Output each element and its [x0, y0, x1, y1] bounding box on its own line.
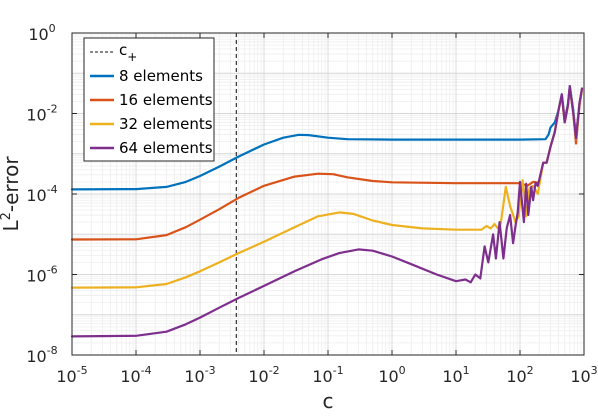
x-tick-label: 100	[378, 364, 405, 386]
x-tick-label-exponent: 0	[399, 364, 406, 377]
x-tick-label: 10-1	[312, 364, 343, 386]
y-tick-label-exponent: -6	[47, 264, 58, 277]
y-tick-label: 100	[28, 22, 55, 44]
legend-label-c-plus-base: c	[119, 41, 127, 59]
x-tick-label-base: 10	[378, 367, 398, 386]
y-tick-label-exponent: -2	[47, 103, 58, 116]
y-tick-label: 10-8	[26, 344, 57, 366]
x-tick-label: 10-2	[248, 364, 279, 386]
y-tick-label-exponent: -8	[47, 344, 58, 357]
y-tick-label: 10-2	[26, 103, 57, 125]
x-tick-label: 102	[506, 364, 533, 386]
series-line-4	[70, 85, 584, 338]
x-tick-label: 101	[442, 364, 469, 386]
y-tick-label: 10-6	[26, 264, 57, 286]
x-tick-label-base: 10	[570, 367, 590, 386]
x-tick-label: 103	[570, 364, 597, 386]
x-tick-label-base: 10	[442, 367, 462, 386]
legend-label-2: 16 elements	[119, 91, 213, 109]
legend-label-4: 64 elements	[119, 139, 213, 157]
y-tick-label-base: 10	[26, 186, 46, 205]
y-tick-label-base: 10	[26, 106, 46, 125]
y-axis-label-rest: -error	[0, 156, 23, 212]
x-tick-label-exponent: -2	[269, 364, 280, 377]
x-tick-label-base: 10	[56, 367, 76, 386]
y-tick-label-exponent: -4	[47, 183, 58, 196]
y-axis-label-superscript: 2	[0, 212, 14, 220]
x-tick-label-exponent: -3	[205, 364, 216, 377]
y-tick-label-exponent: 0	[49, 22, 56, 35]
x-tick-label-exponent: 1	[463, 364, 470, 377]
x-tick-label-exponent: 2	[527, 364, 534, 377]
y-tick-label-base: 10	[26, 267, 46, 286]
legend-label-3: 32 elements	[119, 115, 213, 133]
y-tick-label: 10-4	[26, 183, 57, 205]
x-tick-label-exponent: -4	[141, 364, 152, 377]
series-group	[70, 85, 584, 338]
x-tick-label: 10-5	[56, 364, 87, 386]
x-tick-label-base: 10	[312, 367, 332, 386]
legend-label-c-plus-subscript: +	[127, 50, 137, 64]
x-tick-label-exponent: -1	[333, 364, 344, 377]
x-tick-label-exponent: -5	[77, 364, 88, 377]
x-tick-label: 10-3	[184, 364, 215, 386]
x-tick-label-exponent: 3	[591, 364, 598, 377]
y-tick-label-base: 10	[28, 25, 48, 44]
legend-label-c-plus: c+	[119, 41, 137, 64]
x-axis-label: c	[323, 389, 334, 413]
x-tick-label: 10-4	[120, 364, 151, 386]
tick-marks	[71, 32, 585, 356]
x-tick-label-base: 10	[506, 367, 526, 386]
x-tick-labels: 10-5 10-4 10-3 10-2 10-1 100 101 102 103	[56, 364, 597, 386]
y-tick-label-base: 10	[26, 347, 46, 366]
legend-label-1: 8 elements	[119, 67, 203, 85]
x-tick-label-base: 10	[248, 367, 268, 386]
y-axis-label: L2-error	[0, 156, 23, 232]
y-axis-label-base: L	[0, 220, 23, 232]
x-tick-label-base: 10	[184, 367, 204, 386]
x-tick-label-base: 10	[120, 367, 140, 386]
